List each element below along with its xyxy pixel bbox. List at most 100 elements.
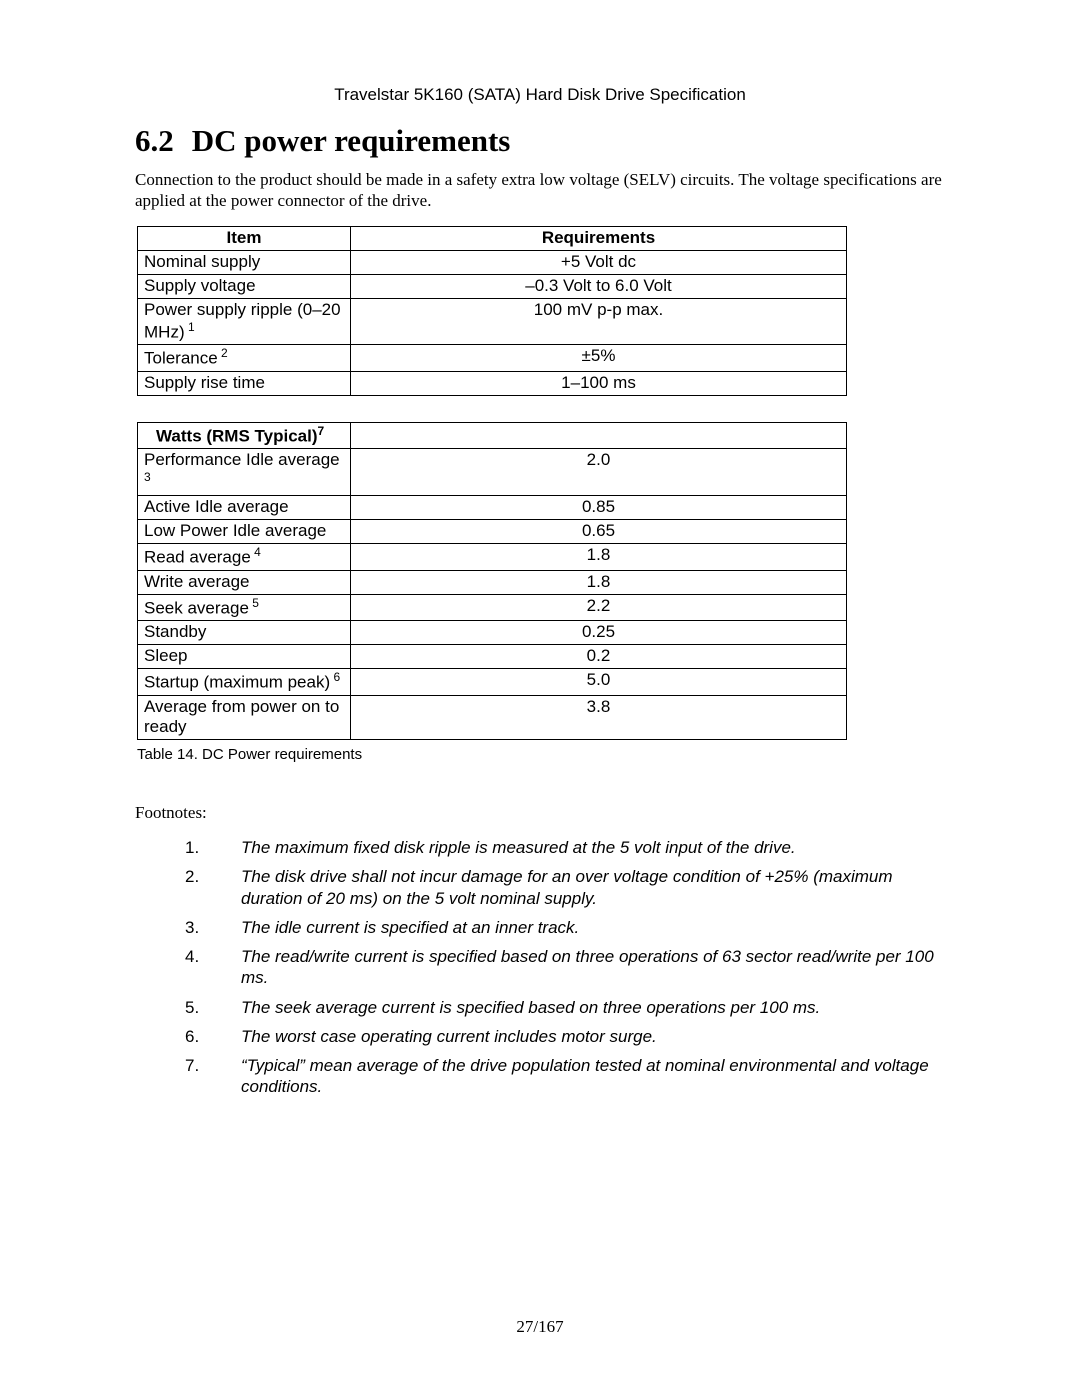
table-row: Sleep 0.2: [138, 645, 847, 669]
table-cell-item: Nominal supply: [138, 250, 351, 274]
table-cell-item: Supply rise time: [138, 371, 351, 395]
item-text: Low Power Idle average: [144, 521, 326, 540]
watts-header-blank: [351, 422, 847, 449]
item-text: Standby: [144, 622, 206, 641]
table-cell-item: Active Idle average: [138, 496, 351, 520]
table-cell-item: Write average: [138, 570, 351, 594]
table-cell-item: Tolerance 2: [138, 345, 351, 372]
footnotes-heading: Footnotes:: [135, 803, 945, 823]
table-row: Supply rise time 1–100 ms: [138, 371, 847, 395]
table-cell-item: Seek average 5: [138, 594, 351, 621]
table-cell-val: 0.2: [351, 645, 847, 669]
footnote-number: 2.: [185, 866, 241, 909]
table-cell-val: 0.85: [351, 496, 847, 520]
table-cell-item: Power supply ripple (0–20 MHz) 1: [138, 298, 351, 345]
table-cell-item: Read average 4: [138, 544, 351, 571]
table-header-req: Requirements: [351, 226, 847, 250]
table-row: Write average 1.8: [138, 570, 847, 594]
footnote-sup: 3: [144, 470, 151, 484]
table-row: Seek average 52.2: [138, 594, 847, 621]
item-text: Read average: [144, 548, 251, 567]
document-header: Travelstar 5K160 (SATA) Hard Disk Drive …: [135, 85, 945, 105]
table-cell-val: 3.8: [351, 696, 847, 740]
table-row: Startup (maximum peak) 65.0: [138, 669, 847, 696]
table-cell-req: 1–100 ms: [351, 371, 847, 395]
item-text: Performance Idle average: [144, 450, 340, 469]
section-number: 6.2: [135, 123, 174, 158]
table-cell-req: –0.3 Volt to 6.0 Volt: [351, 274, 847, 298]
footnote-item: 7.“Typical” mean average of the drive po…: [185, 1055, 945, 1098]
table-cell-val: 1.8: [351, 544, 847, 571]
table-cell-val: 0.25: [351, 621, 847, 645]
item-text: Nominal supply: [144, 252, 260, 271]
footnote-number: 5.: [185, 997, 241, 1018]
watts-header-sup: 7: [318, 424, 325, 438]
table-row: Standby 0.25: [138, 621, 847, 645]
page-number: 27/167: [0, 1317, 1080, 1337]
item-text: Seek average: [144, 598, 249, 617]
footnote-number: 7.: [185, 1055, 241, 1098]
table-row: Read average 41.8: [138, 544, 847, 571]
table-cell-val: 0.65: [351, 520, 847, 544]
item-text: Power supply ripple (0–20 MHz): [144, 300, 341, 342]
footnote-text: The idle current is specified at an inne…: [241, 917, 945, 938]
section-heading: 6.2 DC power requirements: [135, 123, 945, 159]
footnote-sup: 6: [330, 670, 340, 684]
table-cell-item: Supply voltage: [138, 274, 351, 298]
footnote-item: 2.The disk drive shall not incur damage …: [185, 866, 945, 909]
table-row: Supply voltage –0.3 Volt to 6.0 Volt: [138, 274, 847, 298]
footnote-text: The disk drive shall not incur damage fo…: [241, 866, 945, 909]
table-row: Average from power on to ready 3.8: [138, 696, 847, 740]
table-cell-val: 2.2: [351, 594, 847, 621]
table-row: Low Power Idle average 0.65: [138, 520, 847, 544]
table-row: Nominal supply +5 Volt dc: [138, 250, 847, 274]
page: Travelstar 5K160 (SATA) Hard Disk Drive …: [0, 0, 1080, 1397]
table-cell-item: Average from power on to ready: [138, 696, 351, 740]
footnote-number: 3.: [185, 917, 241, 938]
footnote-text: “Typical” mean average of the drive popu…: [241, 1055, 945, 1098]
watts-header: Watts (RMS Typical)7: [138, 422, 351, 449]
footnote-number: 1.: [185, 837, 241, 858]
item-text: Supply rise time: [144, 373, 265, 392]
footnote-number: 6.: [185, 1026, 241, 1047]
table-row: Power supply ripple (0–20 MHz) 1100 mV p…: [138, 298, 847, 345]
footnote-text: The maximum fixed disk ripple is measure…: [241, 837, 945, 858]
table-cell-req: +5 Volt dc: [351, 250, 847, 274]
footnotes-list: 1.The maximum fixed disk ripple is measu…: [185, 837, 945, 1098]
table-cell-val: 1.8: [351, 570, 847, 594]
item-text: Sleep: [144, 646, 187, 665]
footnote-text: The worst case operating current include…: [241, 1026, 945, 1047]
item-text: Supply voltage: [144, 276, 256, 295]
watts-table: Watts (RMS Typical)7 Performance Idle av…: [137, 422, 847, 740]
item-text: Write average: [144, 572, 250, 591]
footnote-sup: 2: [218, 346, 228, 360]
footnote-text: The seek average current is specified ba…: [241, 997, 945, 1018]
item-text: Tolerance: [144, 349, 218, 368]
requirements-table: Item Requirements Nominal supply+5 Volt …: [137, 226, 847, 396]
table-cell-val: 5.0: [351, 669, 847, 696]
table-cell-item: Low Power Idle average: [138, 520, 351, 544]
footnote-item: 6.The worst case operating current inclu…: [185, 1026, 945, 1047]
table-cell-val: 2.0: [351, 449, 847, 496]
table-cell-item: Performance Idle average 3: [138, 449, 351, 496]
table-cell-item: Sleep: [138, 645, 351, 669]
section-title-text: DC power requirements: [192, 123, 511, 158]
footnote-item: 5.The seek average current is specified …: [185, 997, 945, 1018]
footnote-text: The read/write current is specified base…: [241, 946, 945, 989]
footnote-number: 4.: [185, 946, 241, 989]
table-cell-req: 100 mV p-p max.: [351, 298, 847, 345]
table-caption: Table 14. DC Power requirements: [137, 746, 945, 763]
item-text: Average from power on to ready: [144, 697, 339, 736]
footnote-sup: 1: [185, 320, 195, 334]
table-cell-item: Startup (maximum peak) 6: [138, 669, 351, 696]
footnote-item: 3.The idle current is specified at an in…: [185, 917, 945, 938]
watts-header-text: Watts (RMS Typical): [156, 426, 318, 445]
table-cell-req: ±5%: [351, 345, 847, 372]
intro-paragraph: Connection to the product should be made…: [135, 169, 945, 212]
footnote-item: 1.The maximum fixed disk ripple is measu…: [185, 837, 945, 858]
table-cell-item: Standby: [138, 621, 351, 645]
footnote-item: 4.The read/write current is specified ba…: [185, 946, 945, 989]
table-row: Active Idle average0.85: [138, 496, 847, 520]
table-row: Tolerance 2±5%: [138, 345, 847, 372]
footnote-sup: 5: [249, 596, 259, 610]
